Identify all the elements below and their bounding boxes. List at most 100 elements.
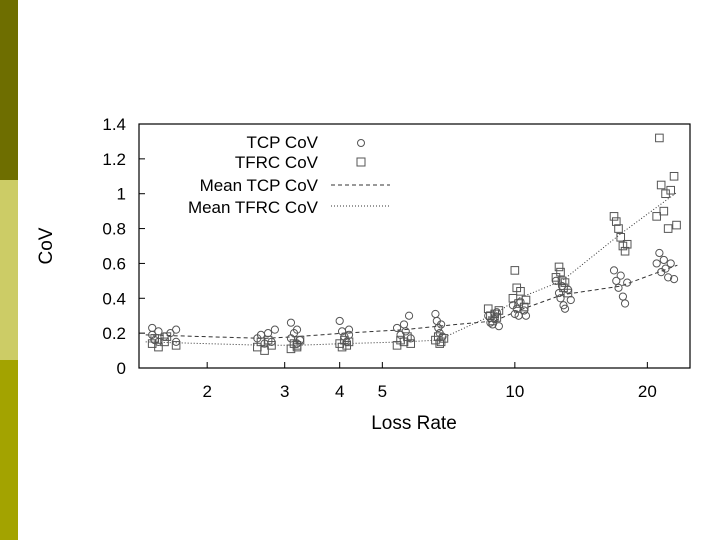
x-axis-label: Loss Rate	[371, 413, 457, 434]
tfrc-cov-point	[666, 185, 676, 195]
tcp-cov-point	[664, 273, 673, 282]
tcp-cov-point	[286, 318, 296, 327]
y-tick-label: 0	[117, 359, 126, 378]
tfrc-cov-point	[611, 217, 621, 226]
tcp-cov-point	[437, 320, 446, 329]
tfrc-cov-point	[554, 262, 564, 272]
y-tick-label: 0.8	[102, 220, 126, 239]
legend-marker-tcp	[357, 139, 365, 147]
tcp-cov-point	[659, 255, 668, 265]
sidebar-stripe-bottom	[0, 360, 18, 540]
tfrc-cov-point	[672, 220, 681, 230]
tfrc-cov-point	[337, 342, 347, 352]
tcp-cov-point	[618, 292, 628, 301]
tfrc-cov-point	[663, 224, 673, 233]
tfrc-cov-point	[150, 334, 160, 343]
tfrc-cov-point	[260, 346, 269, 355]
legend-label-tfrc: TFRC CoV	[235, 153, 319, 172]
tfrc-cov-point	[655, 133, 664, 143]
y-axis-label: CoV	[36, 227, 57, 264]
plot-frame	[138, 123, 691, 369]
tfrc-cov-point	[344, 337, 354, 347]
tfrc-cov-point	[340, 335, 349, 345]
tcp-cov-point	[566, 295, 575, 305]
tfrc-cov-point	[256, 337, 266, 347]
y-tick-label: 0.4	[102, 289, 126, 308]
tcp-cov-point	[623, 278, 632, 287]
tfrc-cov-point	[652, 212, 661, 221]
y-tick-label: 1.2	[102, 150, 126, 169]
tfrc-cov-point	[609, 212, 619, 221]
tcp-cov-point	[556, 294, 565, 303]
tcp-cov-point	[286, 334, 296, 343]
tfrc-cov-point	[494, 306, 504, 315]
tcp-cov-point	[172, 325, 181, 334]
x-tick-label: 10	[505, 382, 524, 401]
tfrc-cov-point	[295, 335, 305, 345]
tfrc-cov-point	[267, 341, 276, 350]
x-tick-label: 20	[638, 382, 657, 401]
y-tick-label: 1	[117, 185, 126, 204]
tfrc-cov-point	[669, 171, 679, 181]
sidebar-stripe-top	[0, 0, 18, 180]
tfrc-cov-point	[492, 313, 502, 322]
tfrc-cov-point	[433, 332, 443, 341]
y-tick-label: 1.4	[102, 115, 126, 134]
tfrc-cov-point	[483, 304, 493, 314]
tfrc-cov-point	[559, 283, 568, 293]
x-tick-label: 2	[202, 382, 211, 401]
tcp-cov-point	[620, 299, 630, 308]
x-tick-label: 5	[378, 382, 387, 401]
tcp-cov-point	[661, 264, 670, 273]
tcp-cov-point	[666, 259, 675, 268]
tfrc-cov-point	[154, 342, 163, 352]
tcp-cov-point	[521, 311, 531, 320]
tcp-cov-point	[335, 316, 344, 326]
mean-tcp-line	[145, 264, 678, 339]
tfrc-cov-point	[560, 278, 570, 287]
x-tick-label: 3	[280, 382, 289, 401]
y-tick-label: 0.2	[102, 324, 126, 343]
tcp-cov-point	[401, 327, 410, 336]
tcp-cov-point	[669, 275, 679, 284]
legend: TCP CoV TFRC CoV Mean TCP CoV Mean TFRC …	[188, 133, 390, 217]
tfrc-cov-point	[622, 239, 632, 249]
tcp-cov-point	[616, 271, 625, 280]
tfrc-cov-point	[656, 180, 666, 190]
tfrc-cov-point	[556, 267, 565, 277]
tfrc-cov-point	[516, 287, 525, 296]
tfrc-cov-point	[519, 302, 529, 312]
tcp-cov-point	[494, 322, 504, 331]
tfrc-cov-point	[659, 206, 669, 216]
tcp-cov-point	[655, 248, 664, 258]
tcp-cov-point	[554, 288, 564, 298]
tfrc-cov-point	[620, 246, 630, 256]
tfrc-cov-point	[435, 339, 445, 348]
x-tick-label: 4	[335, 382, 344, 401]
tfrc-cov-point	[292, 341, 302, 350]
tcp-cov-point	[154, 327, 163, 336]
tcp-cov-point	[344, 325, 354, 334]
tcp-cov-point	[614, 283, 623, 292]
legend-label-tcp: TCP CoV	[247, 133, 319, 152]
legend-marker-tfrc	[356, 157, 366, 167]
tfrc-cov-point	[162, 332, 172, 341]
legend-label-mean-tcp: Mean TCP CoV	[200, 176, 319, 195]
tcp-cov-point	[263, 329, 273, 338]
tcp-cov-point	[609, 266, 619, 275]
tfrc-cov-point	[510, 266, 520, 275]
tcp-cov-point	[404, 311, 414, 320]
tfrc-cov-point	[563, 288, 573, 298]
tfrc-cov-point	[160, 337, 169, 347]
tfrc-cov-point	[171, 341, 181, 350]
tcp-cov-point	[431, 309, 440, 319]
tcp-cov-point	[510, 309, 519, 319]
tcp-cov-point	[270, 325, 279, 334]
tcp-cov-point	[652, 259, 661, 268]
tfrc-cov-point	[557, 276, 567, 286]
y-tick-label: 0.6	[102, 254, 126, 273]
tfrc-cov-point	[616, 232, 626, 242]
legend-label-mean-tfrc: Mean TFRC CoV	[188, 198, 319, 217]
tcp-cov-point	[292, 325, 302, 334]
